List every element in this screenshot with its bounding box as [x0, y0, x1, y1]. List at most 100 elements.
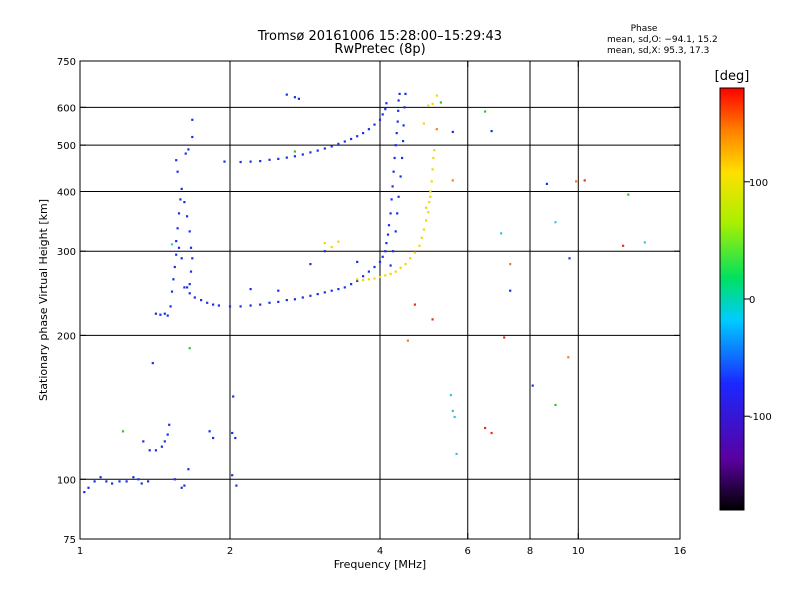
data-point: [206, 301, 209, 304]
data-point: [384, 274, 387, 277]
data-point: [343, 286, 346, 289]
data-point: [554, 221, 557, 224]
axis-ticks: 1 2 4 6 8 10 16 75 100 200 300 400 500 600 750: [57, 57, 686, 557]
data-point: [402, 140, 405, 143]
data-point: [83, 491, 86, 494]
data-point: [509, 289, 512, 292]
data-point: [200, 299, 203, 302]
data-point: [439, 101, 442, 104]
data-point: [406, 339, 409, 342]
data-point: [154, 312, 157, 315]
data-point: [208, 430, 211, 433]
x-tick-label: 8: [527, 546, 533, 557]
data-point: [172, 278, 175, 281]
data-point: [166, 314, 169, 317]
data-point: [386, 233, 390, 236]
data-point: [142, 440, 145, 443]
data-point: [398, 92, 401, 95]
data-point: [118, 480, 121, 483]
data-point: [259, 160, 262, 163]
data-point: [316, 149, 319, 152]
x-tick-label: 4: [377, 546, 383, 557]
data-point: [175, 159, 178, 162]
data-point: [212, 303, 215, 306]
data-point: [568, 257, 571, 260]
data-point: [249, 288, 252, 291]
data-point: [232, 395, 235, 398]
data-point: [384, 108, 387, 111]
data-point: [186, 286, 189, 289]
data-point: [179, 198, 182, 201]
data-point: [183, 286, 186, 289]
data-point: [451, 130, 454, 133]
data-point: [409, 257, 412, 260]
data-point: [425, 206, 428, 209]
colorbar-label: [deg]: [715, 69, 750, 84]
data-point: [137, 478, 140, 481]
data-point: [99, 476, 102, 479]
data-point: [249, 304, 252, 307]
y-axis-label: Stationary phase Virtual Height [km]: [37, 199, 50, 401]
data-point: [392, 250, 395, 253]
data-point: [428, 201, 431, 204]
data-point: [403, 106, 406, 109]
data-point: [87, 486, 90, 489]
data-point: [180, 486, 183, 489]
data-point: [350, 137, 353, 141]
data-point: [249, 160, 252, 163]
data-point: [187, 468, 190, 471]
data-point: [111, 482, 114, 485]
data-point: [490, 130, 493, 133]
data-point: [362, 275, 365, 278]
data-point: [223, 160, 226, 163]
data-point: [189, 270, 193, 273]
data-point: [384, 250, 387, 253]
data-point: [176, 227, 179, 230]
y-tick-label: 600: [57, 103, 76, 114]
data-point: [285, 156, 288, 159]
colorbar: [719, 87, 745, 511]
data-point: [217, 304, 220, 307]
data-point: [401, 156, 404, 160]
data-point: [381, 255, 384, 258]
data-point: [431, 168, 434, 171]
data-point: [356, 135, 359, 138]
data-point: [531, 384, 534, 387]
colorbar-tick-label: 100: [749, 178, 768, 189]
data-point: [429, 190, 432, 193]
data-point: [378, 118, 382, 121]
y-tick-label: 200: [57, 331, 76, 342]
data-point: [337, 240, 340, 243]
data-point: [285, 299, 288, 302]
data-point: [373, 123, 376, 126]
data-point: [451, 409, 454, 412]
data-point: [173, 478, 176, 481]
data-point: [427, 104, 430, 107]
data-point: [277, 289, 280, 292]
data-point: [316, 293, 319, 296]
data-point: [277, 157, 280, 160]
data-point: [396, 120, 399, 123]
data-point: [356, 260, 359, 263]
data-point: [323, 250, 326, 253]
data-point: [425, 219, 428, 222]
data-point: [177, 246, 181, 249]
y-tick-label: 750: [57, 57, 76, 68]
data-point: [285, 93, 288, 96]
data-point: [234, 436, 237, 440]
data-point: [191, 135, 194, 139]
data-point: [343, 140, 346, 143]
data-point: [154, 449, 157, 452]
data-point: [159, 313, 162, 316]
data-point: [429, 195, 432, 198]
data-point: [583, 179, 586, 182]
data-point: [166, 433, 169, 436]
data-point: [390, 198, 393, 201]
data-point: [509, 263, 512, 266]
y-tick-label: 100: [57, 475, 76, 486]
data-point: [394, 144, 397, 147]
colorbar-ticks: 100 0 -100: [744, 178, 772, 423]
data-point: [422, 228, 425, 231]
data-point: [191, 257, 194, 260]
data-point: [187, 148, 190, 151]
